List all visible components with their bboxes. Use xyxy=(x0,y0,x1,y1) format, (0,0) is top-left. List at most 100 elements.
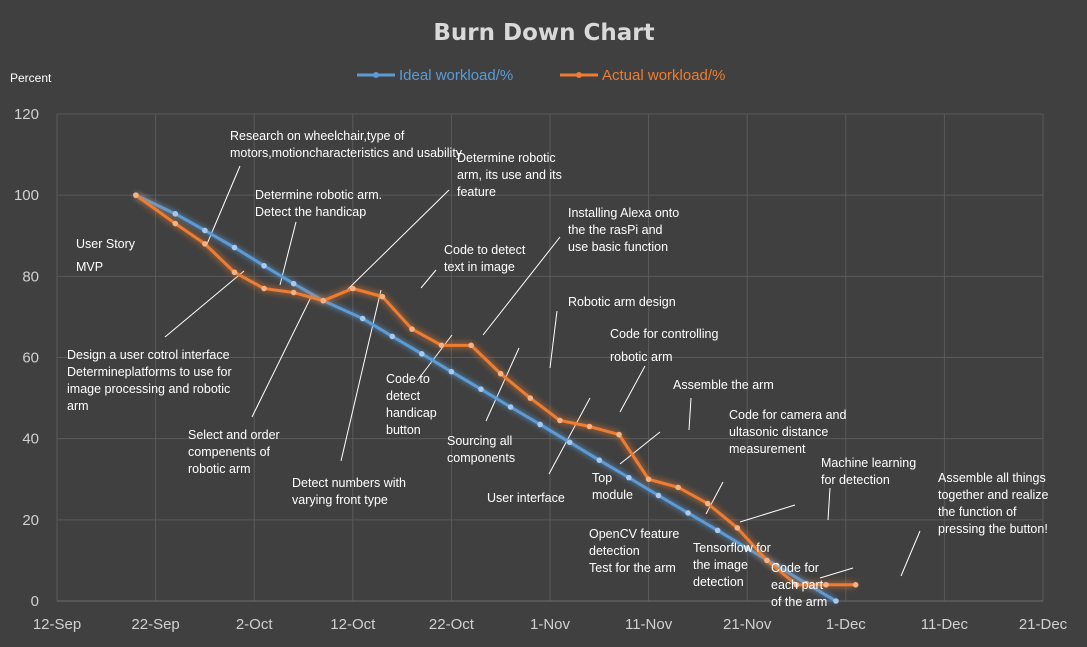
legend: Ideal workload/% Actual workload/% xyxy=(357,67,725,84)
ideal-data-point xyxy=(596,457,603,463)
annotation-leader xyxy=(206,165,241,245)
annotation-line: Code to detect xyxy=(444,243,526,257)
annotation-line: detection xyxy=(693,575,744,589)
ideal-data-point xyxy=(419,351,425,357)
annotation-leader xyxy=(416,334,453,382)
annotation-line: motors,motioncharacteristics and usabili… xyxy=(230,146,463,160)
annotation-leader xyxy=(279,221,297,286)
annotation-line: Installing Alexa onto xyxy=(568,206,679,220)
ideal-data-point xyxy=(231,244,238,251)
annotation-leader xyxy=(549,310,558,369)
annotation-line: Test for the arm xyxy=(589,561,676,575)
annotation-line: components xyxy=(447,451,515,465)
annotation-line: handicap xyxy=(386,406,437,420)
y-tick-label: 100 xyxy=(14,187,39,204)
annotation-line: robotic arm xyxy=(610,350,673,364)
annotation-line: measurement xyxy=(729,442,806,456)
annotation-leader-lines xyxy=(164,165,921,579)
annotation-label: User Story xyxy=(76,237,136,251)
annotation-leader xyxy=(420,269,437,289)
legend-swatch-marker xyxy=(576,72,582,78)
annotation-label: Robotic arm design xyxy=(568,295,676,309)
actual-data-point xyxy=(133,192,139,198)
ideal-data-point xyxy=(655,492,662,499)
annotation-line: Research on wheelchair,type of xyxy=(230,129,405,143)
annotation-label: Design a user cotrol interface Determinep… xyxy=(67,348,232,413)
annotation-line: User Story xyxy=(76,237,136,251)
annotation-line: arm, its use and its xyxy=(457,168,562,182)
y-tick-label: 20 xyxy=(22,512,39,529)
ideal-data-point xyxy=(359,315,366,322)
annotation-label: User interface xyxy=(487,491,565,505)
y-axis-ticks: 0 20 40 60 80 100 120 xyxy=(14,106,39,610)
annotation-line: OpenCV feature xyxy=(589,527,679,541)
annotation-line: the function of xyxy=(938,505,1017,519)
annotation-line: Tensorflow for xyxy=(693,541,771,555)
annotation-line: Sourcing all xyxy=(447,434,512,448)
annotation-line: Top xyxy=(592,471,612,485)
annotation-line: detection xyxy=(589,544,640,558)
annotation-leader xyxy=(619,365,646,413)
annotation-line: Code to xyxy=(386,372,430,386)
gridlines xyxy=(56,113,1044,602)
annotation-leader xyxy=(548,397,591,475)
annotation-line: varying front type xyxy=(292,493,388,507)
annotation-leader xyxy=(705,481,724,515)
annotation-label: Select and order compenents of robotic arm xyxy=(188,428,280,476)
actual-data-point xyxy=(231,269,238,276)
x-tick-label: 21-Dec xyxy=(1019,616,1068,633)
actual-data-point xyxy=(823,581,829,588)
annotation-label: Code for camera and ultasonic distance mea… xyxy=(729,408,846,456)
annotation-line: the image xyxy=(693,558,748,572)
annotation-label: Installing Alexa onto the the rasPi and us… xyxy=(568,206,679,254)
actual-data-point xyxy=(734,525,741,531)
x-tick-label: 11-Dec xyxy=(921,616,969,633)
actual-data-point xyxy=(675,484,681,491)
ideal-data-point xyxy=(507,404,514,410)
annotation-line: text in image xyxy=(444,260,515,274)
y-tick-label: 60 xyxy=(22,350,39,367)
annotation-line: Assemble all things xyxy=(938,471,1046,485)
annotation-leader xyxy=(619,431,661,465)
ideal-series-line xyxy=(135,193,837,603)
legend-label: Ideal workload/% xyxy=(399,67,513,84)
annotation-line: image processing and robotic xyxy=(67,382,230,396)
annotation-label: Code for controlling xyxy=(610,327,718,341)
actual-data-point xyxy=(616,431,622,438)
annotation-leader xyxy=(482,236,561,336)
annotation-label: Code for each part of the arm xyxy=(771,561,827,609)
annotation-line: button xyxy=(386,423,421,437)
actual-data-point xyxy=(527,395,534,401)
annotation-line: Determine robotic xyxy=(457,151,556,165)
actual-data-point xyxy=(261,285,267,292)
ideal-data-point xyxy=(478,386,484,392)
annotation-label: Determine robotic arm, its use and its fea… xyxy=(457,151,562,199)
annotation-label: Code to detect text in image xyxy=(444,243,526,274)
annotation-line: Assemble the arm xyxy=(673,378,774,392)
y-tick-label: 120 xyxy=(14,106,39,123)
actual-data-point xyxy=(497,370,504,377)
actual-data-point xyxy=(320,297,327,304)
annotation-line: each part xyxy=(771,578,824,592)
actual-data-point xyxy=(290,289,297,296)
annotation-line: module xyxy=(592,488,633,502)
annotations: Research on wheelchair,type of motors,mot… xyxy=(67,129,1049,609)
annotation-line: Code for camera and xyxy=(729,408,846,422)
annotation-leader xyxy=(340,289,382,462)
ideal-data-point xyxy=(714,527,721,534)
chart-title: Burn Down Chart xyxy=(433,20,654,46)
actual-data-point xyxy=(586,423,593,430)
annotation-leader xyxy=(819,567,854,579)
ideal-data-point xyxy=(261,262,267,269)
x-tick-label: 1-Nov xyxy=(530,616,571,633)
annotation-label: OpenCV feature detection Test for the arm xyxy=(589,527,679,575)
actual-data-point xyxy=(409,326,415,332)
actual-data-point xyxy=(764,557,770,564)
actual-data-point xyxy=(852,581,859,588)
annotation-line: Machine learning xyxy=(821,456,916,470)
annotation-leader xyxy=(251,292,314,418)
annotation-line: use basic function xyxy=(568,240,668,254)
annotation-label: Detect numbers with varying front type xyxy=(292,476,406,507)
annotation-leader xyxy=(164,270,245,338)
